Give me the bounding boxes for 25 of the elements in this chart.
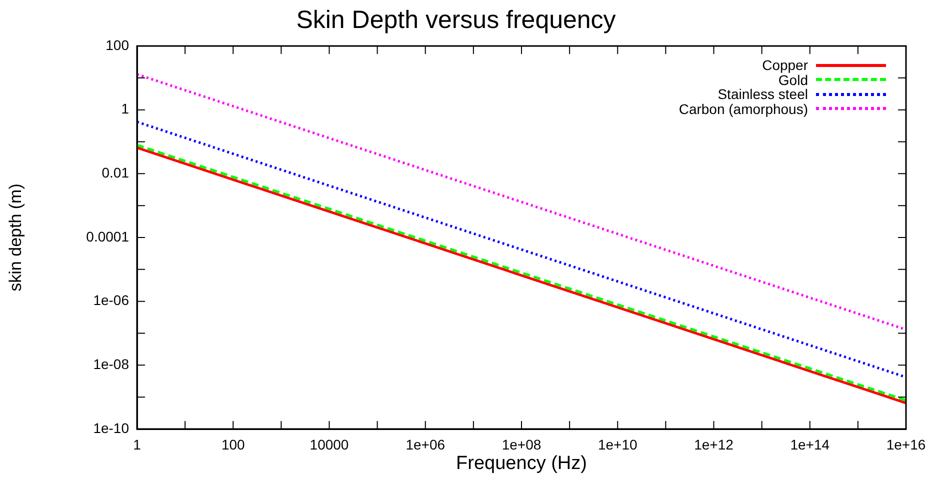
y-tick-label: 1e-06 bbox=[93, 292, 130, 308]
chart-title: Skin Depth versus frequency bbox=[296, 6, 616, 34]
line-series bbox=[137, 73, 906, 331]
x-tick-label: 1 bbox=[133, 436, 142, 452]
x-tick-label: 10000 bbox=[310, 436, 349, 452]
x-tick-label: 1e+10 bbox=[598, 436, 638, 452]
legend-label: Copper bbox=[762, 57, 808, 73]
y-tick-label: 1e-10 bbox=[93, 420, 130, 436]
x-tick-label: 1e+08 bbox=[502, 436, 542, 452]
x-tick-label: 1e+16 bbox=[886, 436, 926, 452]
line-series bbox=[137, 120, 906, 378]
legend-label: Stainless steel bbox=[718, 86, 808, 102]
legend-label: Carbon (amorphous) bbox=[678, 100, 808, 116]
y-tick-label: 0.01 bbox=[102, 164, 130, 181]
x-tick-label: 100 bbox=[221, 436, 246, 452]
x-tick-label: 1e+14 bbox=[790, 436, 830, 452]
y-tick-label: 1e-08 bbox=[93, 356, 130, 372]
y-tick-label: 0.0001 bbox=[86, 228, 130, 244]
x-tick-label: 1e+06 bbox=[406, 436, 446, 452]
y-tick-label: 100 bbox=[106, 36, 130, 53]
x-axis-title: Frequency (Hz) bbox=[456, 452, 587, 474]
legend-label: Gold bbox=[778, 72, 808, 88]
x-tick-label: 1e+12 bbox=[694, 436, 734, 452]
y-axis-title: skin depth (m) bbox=[6, 184, 25, 292]
y-tick-label: 1 bbox=[121, 100, 130, 117]
